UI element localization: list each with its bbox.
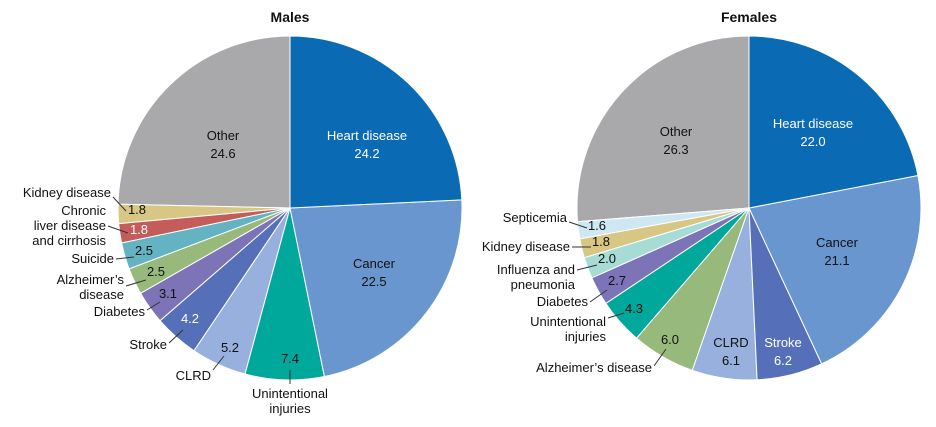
males-suicide-label: Suicide	[71, 251, 114, 266]
females-alzheimer-s-disease-value: 6.0	[661, 332, 679, 347]
females-alzheimer-s-disease-leader-line	[653, 348, 667, 367]
females-kidney-disease-value: 1.8	[592, 234, 610, 249]
females-kidney-disease-label: Kidney disease	[482, 239, 570, 254]
males-unintentional-injuries-value: 7.4	[281, 351, 299, 366]
males-diabetes-leader-line	[146, 301, 161, 311]
females-septicemia-label: Septicemia	[503, 210, 568, 225]
males-chronic-liver-disease-and-cirrhosis-value: 1.8	[130, 222, 148, 237]
females-heart-disease-label: Heart disease	[773, 116, 853, 131]
females-slice-heart-disease	[748, 35, 919, 209]
females-alzheimer-s-disease-label: Alzheimer’s disease	[536, 360, 652, 375]
males-alzheimer-s-disease-leader-line	[125, 279, 147, 287]
females-influenza-and-pneumonia-value: 2.0	[598, 251, 616, 266]
females-chart-title: Females	[721, 9, 777, 25]
males-cancer-label: Cancer	[353, 256, 396, 271]
females-stroke-label: Stroke	[764, 335, 802, 350]
females-diabetes-label: Diabetes	[537, 294, 589, 309]
females-unintentional-injuries-leader-line	[607, 312, 625, 319]
males-chronic-liver-disease-and-cirrhosis-label: Chronic liver disease and cirrhosis	[32, 203, 106, 248]
males-heart-disease-label: Heart disease	[327, 128, 407, 143]
females-diabetes-leader-line	[589, 289, 608, 303]
females-diabetes-value: 2.7	[608, 273, 626, 288]
males-stroke-leader-line	[168, 329, 184, 344]
females-slice-cancer	[748, 174, 922, 365]
females-influenza-and-pneumonia-label: Influenza and pneumonia	[497, 262, 576, 292]
males-clrd-leader-line	[212, 355, 225, 371]
males-stroke-label: Stroke	[129, 337, 167, 352]
males-suicide-leader-line	[115, 256, 135, 260]
females-other-label: Other	[660, 124, 693, 139]
females-septicemia-value: 1.6	[588, 218, 606, 233]
males-chronic-liver-disease-and-cirrhosis-leader-line	[107, 225, 129, 234]
males-slice-other	[117, 35, 291, 209]
males-slice-cancer	[289, 199, 463, 378]
females-unintentional-injuries-label: Unintentional injuries	[530, 314, 606, 344]
females-influenza-and-pneumonia-leader-line	[576, 264, 598, 271]
females-stroke-value: 6.2	[774, 353, 792, 368]
males-diabetes-label: Diabetes	[94, 304, 146, 319]
males-kidney-disease-leader-line	[112, 196, 127, 212]
females-pie-chart: Females Heart disease 22.0 Cancer 21.1 Strok…	[482, 9, 922, 381]
males-diabetes-value: 3.1	[159, 286, 177, 301]
males-other-label: Other	[207, 128, 240, 143]
females-clrd-label: CLRD	[713, 335, 748, 350]
males-stroke-value: 4.2	[181, 311, 199, 326]
males-kidney-disease-label: Kidney disease	[23, 185, 111, 200]
males-alzheimer-s-disease-label: Alzheimer’s disease	[57, 272, 125, 302]
males-clrd-label: CLRD	[176, 368, 211, 383]
females-other-value: 26.3	[663, 142, 688, 157]
females-septicemia-leader-line	[568, 221, 588, 229]
females-unintentional-injuries-value: 4.3	[625, 301, 643, 316]
females-clrd-value: 6.1	[722, 353, 740, 368]
males-kidney-disease-value: 1.8	[128, 202, 146, 217]
males-cancer-value: 22.5	[361, 274, 386, 289]
females-slice-other	[576, 35, 750, 223]
males-heart-disease-value: 24.2	[354, 146, 379, 161]
males-unintentional-injuries-label: Unintentional injuries	[252, 386, 328, 416]
females-cancer-label: Cancer	[816, 235, 859, 250]
males-other-value: 24.6	[210, 146, 235, 161]
females-heart-disease-value: 22.0	[800, 134, 825, 149]
males-alzheimer-s-disease-value: 2.5	[147, 264, 165, 279]
males-suicide-value: 2.5	[135, 243, 153, 258]
males-clrd-value: 5.2	[221, 340, 239, 355]
males-chart-title: Males	[271, 9, 310, 25]
females-cancer-value: 21.1	[824, 253, 849, 268]
males-pie-chart: Males Heart disease 24.2 Cancer 22.5 7.4 Unin…	[23, 9, 463, 416]
males-slice-heart-disease	[289, 35, 463, 209]
